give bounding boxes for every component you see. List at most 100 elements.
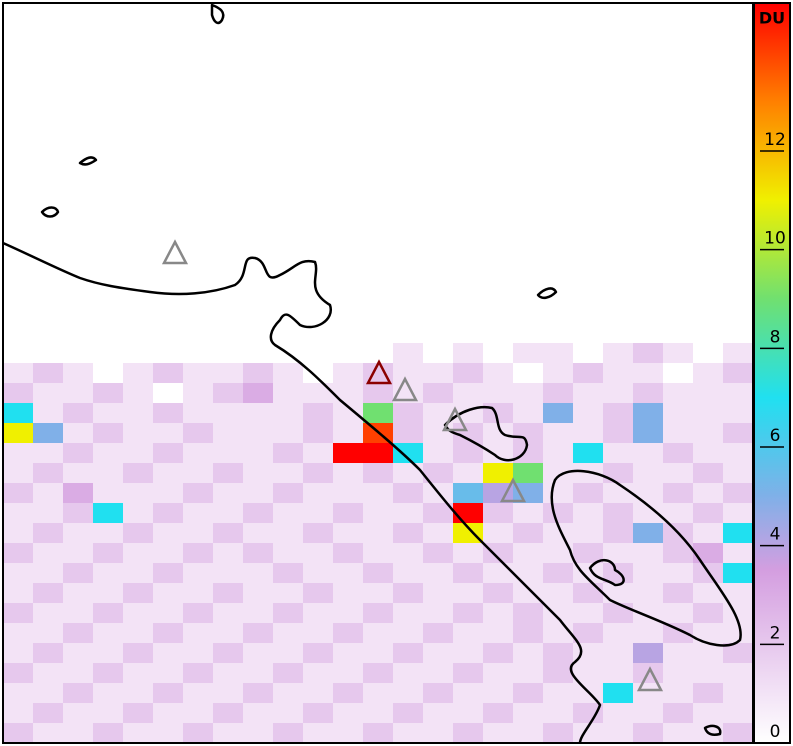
pixel — [543, 403, 573, 423]
pixel — [603, 503, 633, 523]
pixel — [63, 443, 93, 463]
pixel — [123, 723, 153, 743]
pixel — [33, 423, 63, 443]
pixel — [243, 483, 273, 503]
pixel — [603, 423, 633, 443]
pixel — [663, 663, 693, 683]
pixel — [423, 363, 453, 383]
pixel — [483, 603, 513, 623]
pixel — [663, 683, 693, 703]
pixel — [393, 563, 423, 583]
pixel — [183, 383, 213, 403]
pixel — [3, 403, 33, 423]
pixel — [573, 603, 603, 623]
pixel — [393, 543, 423, 563]
pixel — [183, 563, 213, 583]
pixel — [573, 523, 603, 543]
pixel — [723, 423, 753, 443]
pixel — [243, 723, 273, 743]
pixel — [213, 683, 243, 703]
pixel — [303, 423, 333, 443]
pixel — [723, 383, 753, 403]
islet — [40, 206, 60, 218]
colorbar-tick-label: 12 — [764, 130, 786, 150]
pixel — [153, 663, 183, 683]
pixel — [153, 723, 183, 743]
pixel — [663, 703, 693, 723]
pixel — [243, 463, 273, 483]
pixel — [513, 383, 543, 403]
pixel — [423, 463, 453, 483]
pixel — [543, 423, 573, 443]
pixel — [243, 643, 273, 663]
pixel — [153, 623, 183, 643]
pixel — [513, 503, 543, 523]
pixel — [213, 463, 243, 483]
pixel — [63, 423, 93, 443]
pixel — [423, 683, 453, 703]
pixel — [393, 403, 423, 423]
pixel — [513, 683, 543, 703]
pixel — [333, 603, 363, 623]
pixel — [63, 703, 93, 723]
pixel — [183, 663, 213, 683]
pixel — [543, 663, 573, 683]
pixel — [603, 483, 633, 503]
pixel — [393, 643, 423, 663]
pixel — [213, 563, 243, 583]
pixel — [273, 623, 303, 643]
pixel — [3, 563, 33, 583]
pixel — [393, 443, 423, 463]
pixel — [273, 383, 303, 403]
pixel — [63, 503, 93, 523]
pixel — [123, 503, 153, 523]
pixel — [423, 343, 453, 363]
pixel — [183, 583, 213, 603]
pixel — [153, 523, 183, 543]
pixel — [183, 723, 213, 743]
pixel — [243, 683, 273, 703]
pixel — [393, 523, 423, 543]
colorbar-tick-label: 6 — [770, 426, 781, 446]
pixel — [3, 443, 33, 463]
pixel — [483, 563, 513, 583]
pixel — [123, 423, 153, 443]
pixel-layer — [3, 343, 753, 743]
pixel — [63, 663, 93, 683]
pixel — [693, 343, 723, 363]
pixel — [513, 663, 543, 683]
pixel — [33, 683, 63, 703]
pixel — [333, 423, 363, 443]
pixel — [663, 603, 693, 623]
pixel — [213, 723, 243, 743]
pixel — [123, 403, 153, 423]
pixel — [663, 543, 693, 563]
pixel — [153, 563, 183, 583]
pixel — [423, 703, 453, 723]
pixel — [453, 383, 483, 403]
pixel — [453, 723, 483, 743]
pixel — [153, 403, 183, 423]
pixel — [573, 383, 603, 403]
volcano-marker — [161, 239, 189, 265]
pixel — [723, 483, 753, 503]
pixel — [363, 563, 393, 583]
pixel — [243, 563, 273, 583]
pixel — [3, 483, 33, 503]
pixel — [243, 543, 273, 563]
pixel — [63, 623, 93, 643]
pixel — [663, 423, 693, 443]
pixel — [153, 543, 183, 563]
pixel — [453, 363, 483, 383]
pixel — [63, 463, 93, 483]
pixel — [633, 443, 663, 463]
pixel — [183, 363, 213, 383]
pixel — [123, 483, 153, 503]
pixel — [603, 343, 633, 363]
pixel — [273, 603, 303, 623]
pixel — [363, 603, 393, 623]
pixel — [543, 703, 573, 723]
pixel — [303, 643, 333, 663]
pixel — [303, 523, 333, 543]
pixel — [213, 363, 243, 383]
